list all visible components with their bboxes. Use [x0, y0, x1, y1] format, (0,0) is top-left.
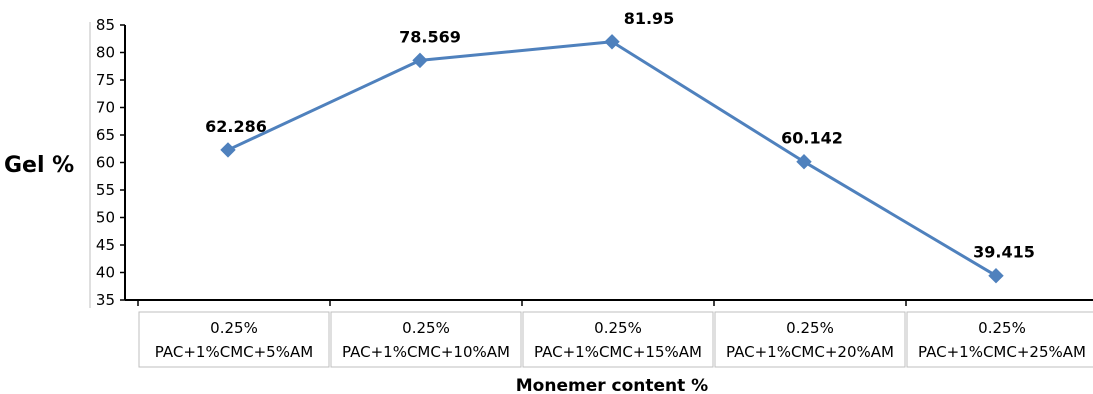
x-category-label: 0.25% [210, 319, 258, 337]
y-tick-label: 70 [96, 99, 115, 117]
category-box [138, 311, 330, 368]
y-tick-label: 35 [96, 291, 115, 309]
category-box [714, 311, 906, 368]
x-category-label: PAC+1%CMC+10%AM [342, 343, 510, 361]
y-axis: 35 40 45 50 55 60 65 70 75 80 85 [89, 16, 126, 309]
x-category-label: 0.25% [786, 319, 834, 337]
x-category-label: 0.25% [594, 319, 642, 337]
data-point-marker [604, 34, 620, 50]
data-point-marker [988, 268, 1004, 284]
x-category-label: PAC+1%CMC+25%AM [918, 343, 1086, 361]
y-tick-label: 80 [96, 44, 115, 62]
x-category-label: 0.25% [402, 319, 450, 337]
series-line [227, 40, 997, 278]
series-layer: 62.286 78.569 81.95 60.142 39.415 [205, 9, 1035, 284]
y-tick-label: 75 [96, 71, 115, 89]
data-label: 39.415 [973, 243, 1035, 262]
x-category-label: PAC+1%CMC+20%AM [726, 343, 894, 361]
data-point-marker [220, 142, 236, 158]
data-label: 81.95 [624, 9, 675, 28]
y-tick-label: 85 [96, 16, 115, 34]
y-tick-label: 55 [96, 181, 115, 199]
y-tick-label: 60 [96, 154, 115, 172]
x-axis: 0.25% PAC+1%CMC+5%AM 0.25% PAC+1%CMC+10%AM 0… [125, 299, 1093, 368]
data-label: 60.142 [781, 129, 843, 148]
x-category-label: PAC+1%CMC+5%AM [155, 343, 313, 361]
y-tick-label: 45 [96, 236, 115, 254]
data-label: 62.286 [205, 117, 267, 136]
x-axis-title: Monemer content % [516, 376, 708, 394]
y-tick-label: 65 [96, 126, 115, 144]
y-tick-label: 50 [96, 209, 115, 227]
x-category-label: 0.25% [978, 319, 1026, 337]
category-box [906, 311, 1093, 368]
data-point-marker [796, 154, 812, 170]
y-axis-title: Gel % [4, 153, 74, 178]
category-box [522, 311, 714, 368]
x-category-label: PAC+1%CMC+15%AM [534, 343, 702, 361]
y-tick-label: 40 [96, 264, 115, 282]
data-point-marker [412, 52, 428, 69]
category-box [330, 311, 522, 368]
data-label: 78.569 [399, 27, 461, 46]
